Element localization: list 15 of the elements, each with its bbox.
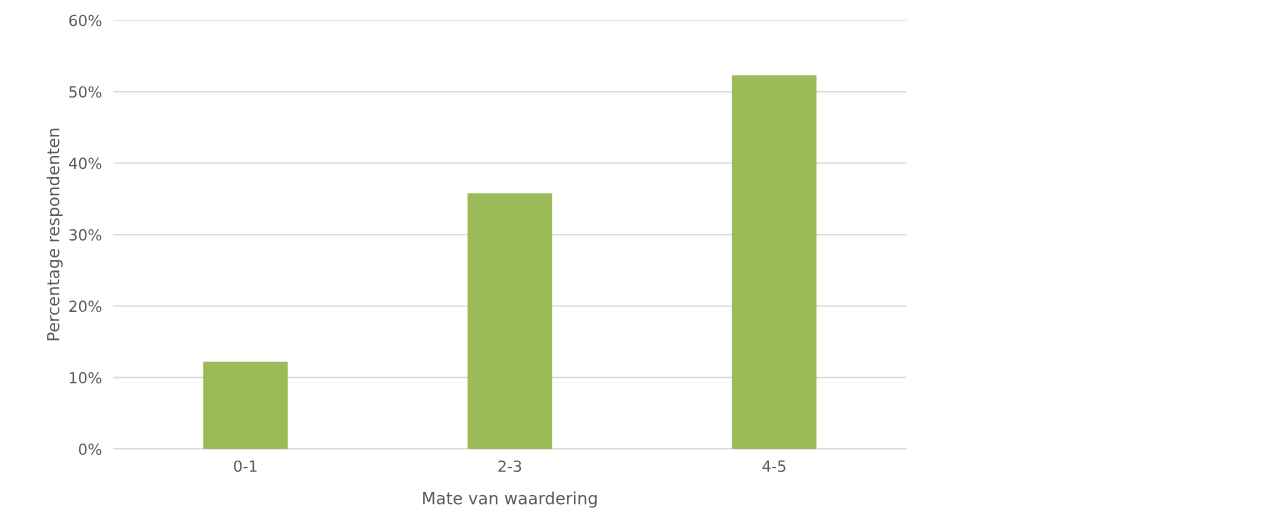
y-tick-label: 60% xyxy=(69,14,102,27)
y-tick-label: 30% xyxy=(69,229,102,241)
bar xyxy=(467,193,553,450)
y-tick-label: 10% xyxy=(69,372,102,384)
y-axis-title: Percentage respondenten xyxy=(46,128,63,341)
y-tick-label: 0% xyxy=(78,443,102,456)
bar xyxy=(731,75,817,450)
y-tick-label: 40% xyxy=(68,157,102,170)
x-axis-title: Mate van waardering xyxy=(423,491,597,508)
y-tick-label: 20% xyxy=(69,300,102,313)
x-tick-label: 0-1 xyxy=(234,460,257,472)
y-tick-label: 50% xyxy=(69,86,102,98)
x-tick-label: 2-3 xyxy=(498,460,522,472)
bar xyxy=(203,361,288,450)
x-tick-label: 4-5 xyxy=(762,460,786,472)
